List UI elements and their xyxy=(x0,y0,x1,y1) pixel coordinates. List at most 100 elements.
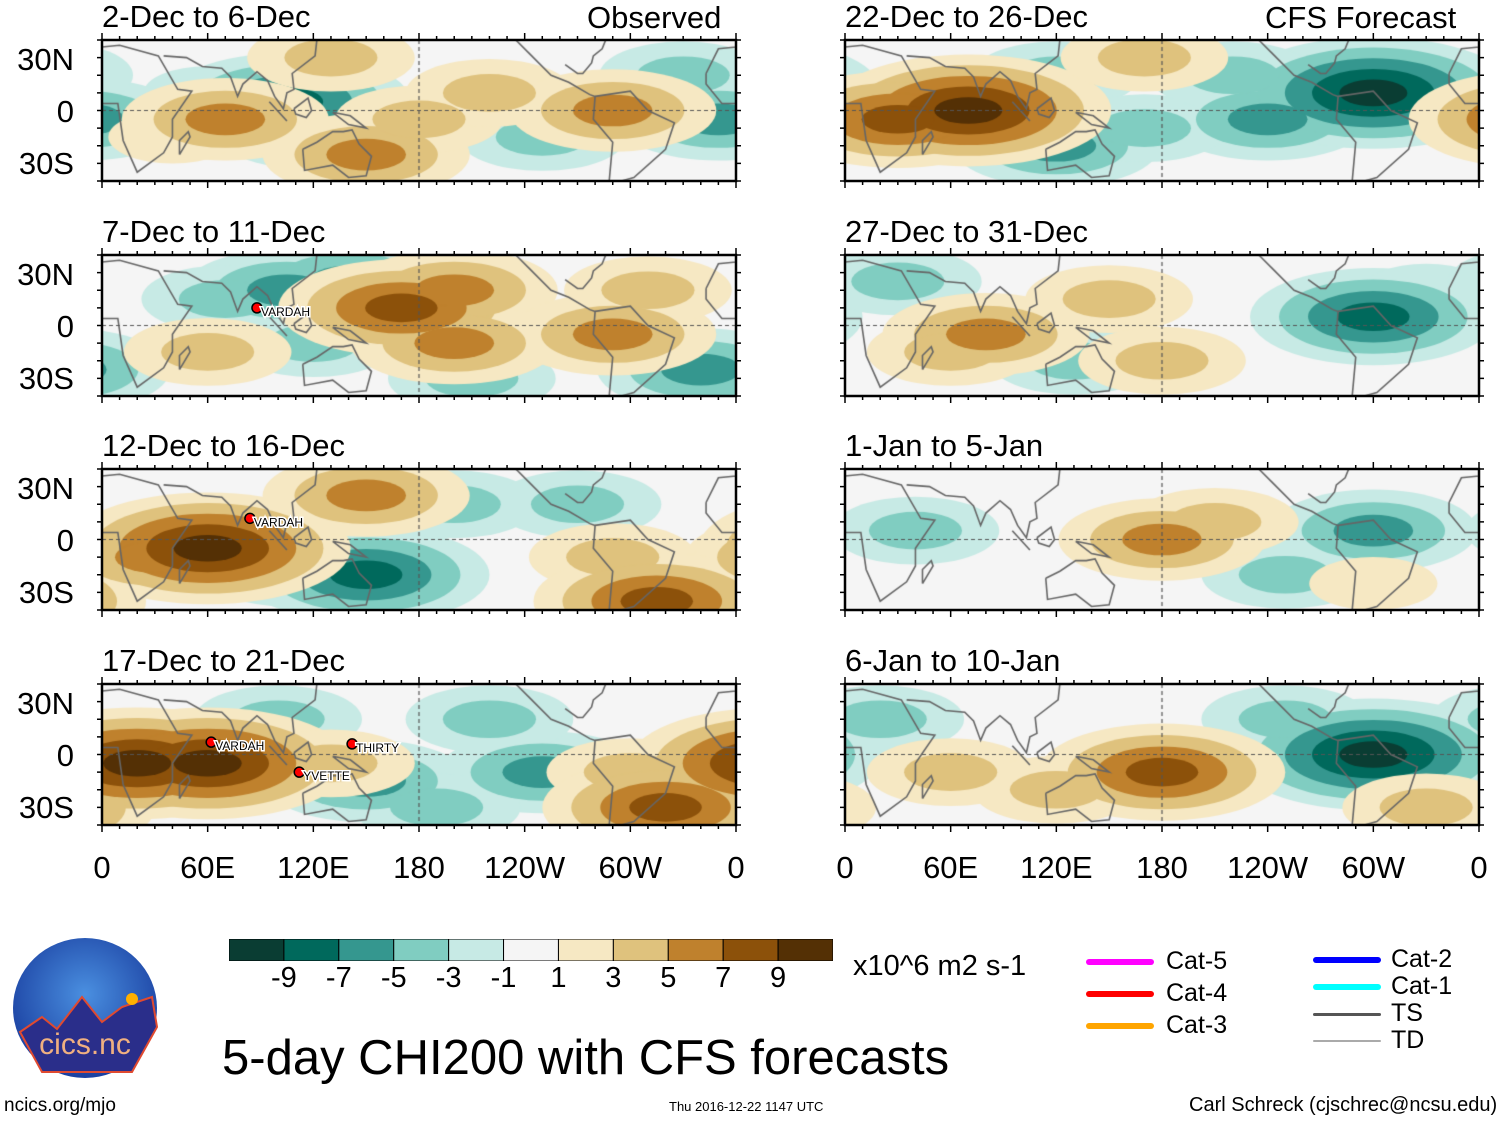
colorbar-swatch xyxy=(503,939,559,961)
y-tick-label: 0 xyxy=(56,737,74,773)
anomaly-field xyxy=(102,683,736,825)
forecast-header: CFS Forecast xyxy=(1265,0,1457,35)
panel-frame-layer xyxy=(840,462,1484,617)
y-tick-label: 30N xyxy=(17,471,74,506)
panel-frame-layer xyxy=(840,676,1484,832)
legend-swatch xyxy=(1086,991,1154,997)
x-tick-label: 0 xyxy=(836,850,854,885)
legend-swatch xyxy=(1086,1023,1154,1029)
storm-name: VARDAH xyxy=(215,739,264,753)
colorbar xyxy=(229,939,833,961)
panel-frame xyxy=(100,467,738,612)
legend-swatch xyxy=(1313,957,1381,963)
panel-frame-layer xyxy=(840,33,1484,188)
legend-swatch xyxy=(1313,1040,1381,1042)
colorbar-label: 9 xyxy=(770,962,787,994)
y-tick-label: 30S xyxy=(18,789,74,825)
x-tick-label: 120E xyxy=(277,850,350,885)
storm-icon xyxy=(293,765,305,778)
colorbar-swatch xyxy=(229,939,285,961)
anomaly-field xyxy=(102,254,736,396)
anomaly-field xyxy=(845,469,1479,610)
colorbar-swatch xyxy=(722,939,779,961)
anomaly-field xyxy=(845,683,1479,825)
map-panel: VARDAH xyxy=(97,247,741,403)
x-tick-label: 180 xyxy=(1136,850,1188,885)
x-tick-label: 120E xyxy=(1020,850,1093,885)
legend-label: Cat-4 xyxy=(1166,979,1228,1007)
x-tick-label: 180 xyxy=(393,850,445,885)
map-panel xyxy=(840,462,1484,617)
legend-swatch xyxy=(1313,984,1381,990)
website-link[interactable]: ncics.org/mjo xyxy=(4,1095,116,1116)
panel-frame xyxy=(843,38,1481,183)
colorbar-label: -9 xyxy=(271,962,297,994)
legend-label: Cat-5 xyxy=(1166,947,1228,975)
anomaly-field xyxy=(102,40,736,181)
storm-name: VARDAH xyxy=(261,304,310,318)
storm-name: VARDAH xyxy=(254,515,303,529)
colorbar-label: 5 xyxy=(660,962,677,994)
map-panel xyxy=(97,33,741,188)
storm-icon xyxy=(346,737,358,750)
panel-frame xyxy=(843,253,1481,397)
y-tick-label: 30N xyxy=(17,42,74,77)
x-tick-label: 60W xyxy=(1341,850,1406,885)
storm-marker: VARDAH xyxy=(244,512,305,531)
panel-title: 17-Dec to 21-Dec xyxy=(102,642,345,678)
colorbar-label: 1 xyxy=(550,962,567,994)
colorbar-swatch xyxy=(557,939,614,961)
x-tick-label: 0 xyxy=(1470,850,1488,885)
panel-frame-layer: VARDAH xyxy=(97,247,741,403)
colorbar-swatch xyxy=(777,939,833,961)
colorbar-swatch xyxy=(338,939,395,961)
storm-name: THIRTY xyxy=(356,740,399,754)
colorbar-swatch xyxy=(667,939,724,961)
storm-name: YVETTE xyxy=(303,769,350,783)
colorbar-swatch xyxy=(448,939,505,961)
map-panel xyxy=(840,676,1484,832)
legend-label: TD xyxy=(1391,1026,1425,1054)
y-tick-label: 30S xyxy=(18,146,74,181)
x-tick-label: 60W xyxy=(598,850,663,885)
colorbar-label: -7 xyxy=(325,962,352,994)
legend-label: Cat-3 xyxy=(1166,1011,1228,1039)
cics-logo: cics.nc xyxy=(13,938,158,1078)
colorbar-swatch xyxy=(393,939,450,961)
map-panel: VARDAH xyxy=(97,462,741,617)
panel-frame xyxy=(100,38,738,183)
panel-title: 6-Jan to 10-Jan xyxy=(845,642,1061,678)
x-tick-label: 60E xyxy=(923,850,979,885)
author-credit: Carl Schreck (cjschrec@ncsu.edu) xyxy=(1189,1094,1498,1116)
observed-header: Observed xyxy=(587,0,722,35)
x-tick-label: 120W xyxy=(484,850,566,885)
legend-label: Cat-2 xyxy=(1391,945,1453,973)
anomaly-field xyxy=(102,469,736,610)
storm-marker: VARDAH xyxy=(205,735,266,754)
x-tick-label: 120W xyxy=(1227,850,1309,885)
panel-frame xyxy=(100,682,738,826)
x-tick-label: 0 xyxy=(93,850,111,885)
x-tick-label: 0 xyxy=(727,850,745,885)
panel-frame-layer xyxy=(840,247,1484,403)
figure-title: 5-day CHI200 with CFS forecasts xyxy=(222,1031,950,1085)
panel-frame-layer: VARDAH THIRTY YVETTE xyxy=(97,676,741,832)
panel-frame xyxy=(100,253,738,397)
y-tick-label: 30N xyxy=(17,256,74,292)
panel-title: 2-Dec to 6-Dec xyxy=(102,0,311,34)
map-panel: VARDAH THIRTY YVETTE xyxy=(97,676,741,832)
anomaly-field xyxy=(845,40,1479,181)
y-tick-label: 0 xyxy=(56,523,74,558)
colorbar-label: -3 xyxy=(435,962,462,994)
panel-title: 27-Dec to 31-Dec xyxy=(845,213,1088,249)
y-tick-label: 30S xyxy=(18,575,74,610)
timestamp: Thu 2016-12-22 1147 UTC xyxy=(669,1099,824,1114)
panel-title: 12-Dec to 16-Dec xyxy=(102,428,345,463)
map-panel xyxy=(840,33,1484,188)
panel-frame xyxy=(843,467,1481,612)
logo-text: cics.nc xyxy=(39,1028,131,1061)
y-tick-label: 0 xyxy=(56,308,74,344)
legend-swatch xyxy=(1086,959,1154,965)
panel-title: 7-Dec to 11-Dec xyxy=(102,213,326,249)
panel-frame xyxy=(843,682,1481,826)
